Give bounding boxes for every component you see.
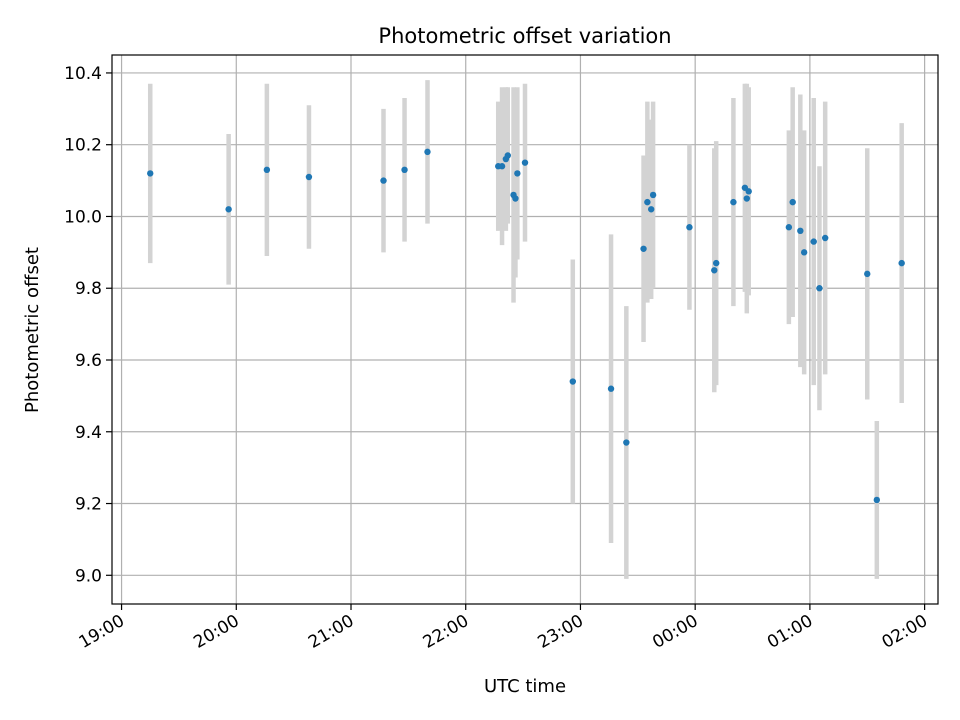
y-tick-label: 10.4: [64, 64, 102, 84]
data-point: [640, 245, 647, 252]
data-point: [305, 173, 313, 181]
y-axis-title: Photometric offset: [22, 247, 43, 413]
data-point: [380, 177, 387, 184]
data-point: [800, 249, 808, 256]
y-tick-label: 10.0: [64, 207, 102, 227]
y-tick-label: 9.8: [75, 279, 102, 299]
data-point: [816, 285, 823, 292]
data-point: [686, 224, 693, 231]
data-point: [713, 259, 720, 267]
data-point: [730, 198, 737, 206]
data-point: [789, 198, 796, 206]
y-tick-label: 9.4: [75, 423, 102, 443]
data-point: [623, 439, 630, 446]
data-point: [810, 238, 817, 245]
chart-title: Photometric offset variation: [378, 24, 671, 48]
data-point: [785, 224, 793, 231]
y-tick-label: 9.0: [75, 566, 102, 586]
plot-frame: [111, 54, 939, 605]
data-point: [514, 170, 521, 177]
data-point: [745, 188, 752, 195]
data-point: [225, 206, 232, 213]
data-point: [569, 378, 577, 385]
data-point: [644, 198, 651, 206]
data-point: [864, 270, 871, 278]
data-point: [521, 159, 529, 166]
data-point: [504, 152, 511, 159]
data-point: [821, 234, 829, 242]
data-point: [898, 259, 905, 267]
data-point: [424, 148, 431, 156]
data-point: [647, 206, 655, 213]
x-axis-title: UTC time: [484, 676, 566, 697]
y-tick-label: 9.6: [75, 351, 102, 371]
data-point: [873, 496, 881, 504]
data-point: [607, 385, 615, 392]
data-point: [401, 166, 408, 174]
y-axis: 9.0 9.2 9.4 9.6 9.8 10.0 10.2 10.4: [64, 64, 112, 586]
data-point: [147, 170, 154, 177]
data-point: [743, 195, 750, 202]
data-points: [147, 148, 905, 504]
data-point: [512, 195, 519, 202]
y-tick-label: 10.2: [64, 136, 102, 156]
data-point: [711, 267, 718, 274]
data-point: [797, 227, 804, 235]
data-point: [263, 166, 271, 174]
data-point: [649, 191, 657, 199]
y-tick-label: 9.2: [75, 495, 102, 515]
data-point: [498, 163, 506, 170]
